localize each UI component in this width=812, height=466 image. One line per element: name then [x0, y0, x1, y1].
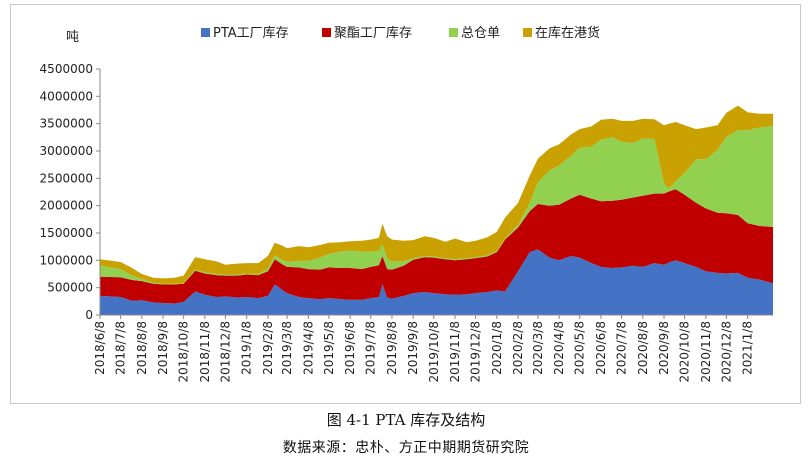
chart-frame: 0 500000 1000000 1500000 2000000 2500000 30000… [10, 4, 801, 404]
x-tick-label: 2020/2/8 [511, 321, 525, 375]
x-tick-label: 2019/7/8 [364, 321, 378, 375]
axes: 0 500000 1000000 1500000 2000000 2500000 30000… [40, 62, 773, 383]
x-tick-label: 2020/11/8 [699, 321, 713, 383]
x-tick-label: 2020/10/8 [678, 321, 692, 383]
source-caption: 数据来源：忠朴、方正中期期货研究院 [282, 440, 530, 456]
x-tick-label: 2020/5/8 [573, 321, 587, 375]
legend: PTA工厂库存 聚酯工厂库存 总仓单 在库在港货 [201, 25, 600, 41]
x-tick-label: 2019/3/8 [280, 321, 294, 375]
legend-label: 总仓单 [461, 26, 500, 41]
series-area-3 [100, 125, 773, 285]
legend-label: 在库在港货 [535, 25, 600, 41]
y-tick-label: 4500000 [40, 62, 93, 76]
series-area-1 [100, 249, 773, 315]
legend-label: 聚酯工厂库存 [334, 25, 412, 41]
legend-swatch [322, 28, 331, 37]
series-area-2 [100, 189, 773, 304]
legend-swatch [523, 28, 532, 37]
x-tick-label: 2019/9/8 [406, 321, 420, 375]
x-tick-label: 2019/1/8 [240, 321, 254, 375]
y-axis-label: 吨 [66, 30, 79, 45]
legend-swatch [201, 28, 210, 37]
x-tick-label: 2020/1/8 [490, 321, 504, 375]
y-tick-label: 1500000 [40, 226, 93, 240]
figure-caption: 图 4-1 PTA 库存及结构 [326, 411, 486, 429]
y-tick-label: 2000000 [40, 199, 93, 213]
x-tick-label: 2020/8/8 [636, 321, 650, 375]
x-tick-label: 2019/8/8 [385, 321, 399, 375]
x-tick-label: 2020/7/8 [615, 321, 629, 375]
y-tick-label: 0 [85, 308, 93, 322]
x-tick-label: 2019/10/8 [427, 321, 441, 383]
x-tick-label: 2018/12/8 [218, 321, 232, 383]
x-tick-label: 2018/10/8 [177, 321, 191, 383]
x-tick-label: 2018/6/8 [93, 321, 107, 375]
legend-label: PTA工厂库存 [213, 25, 289, 41]
x-tick-label: 2018/7/8 [114, 321, 128, 375]
x-tick-label: 2019/5/8 [322, 321, 336, 375]
stacked-areas [100, 105, 773, 315]
x-tick-label: 2018/11/8 [198, 321, 212, 383]
x-tick-label: 2019/4/8 [301, 321, 315, 375]
y-tick-label: 1000000 [40, 253, 93, 267]
x-tick-label: 2019/11/8 [448, 321, 462, 383]
series-area-4 [100, 105, 773, 284]
pta-inventory-chart: 0 500000 1000000 1500000 2000000 2500000 30000… [40, 25, 773, 383]
x-tick-label: 2020/3/8 [531, 321, 545, 375]
y-tick-label: 3000000 [40, 144, 93, 158]
y-tick-label: 2500000 [40, 171, 93, 185]
x-tick-label: 2019/12/8 [469, 321, 483, 383]
y-tick-label: 500000 [47, 281, 93, 295]
y-tick-label: 3500000 [40, 117, 93, 131]
x-tick-label: 2019/2/8 [261, 321, 275, 375]
x-tick-label: 2020/12/8 [719, 321, 733, 383]
x-tick-label: 2020/9/8 [657, 321, 671, 375]
x-tick-label: 2020/4/8 [552, 321, 566, 375]
legend-swatch [449, 28, 458, 37]
y-tick-label: 4000000 [40, 89, 93, 103]
x-tick-label: 2019/6/8 [343, 321, 357, 375]
x-tick-label: 2020/6/8 [594, 321, 608, 375]
x-tick-label: 2018/9/8 [156, 321, 170, 375]
x-tick-label: 2021/1/8 [741, 321, 755, 375]
x-tick-label: 2018/8/8 [135, 321, 149, 375]
